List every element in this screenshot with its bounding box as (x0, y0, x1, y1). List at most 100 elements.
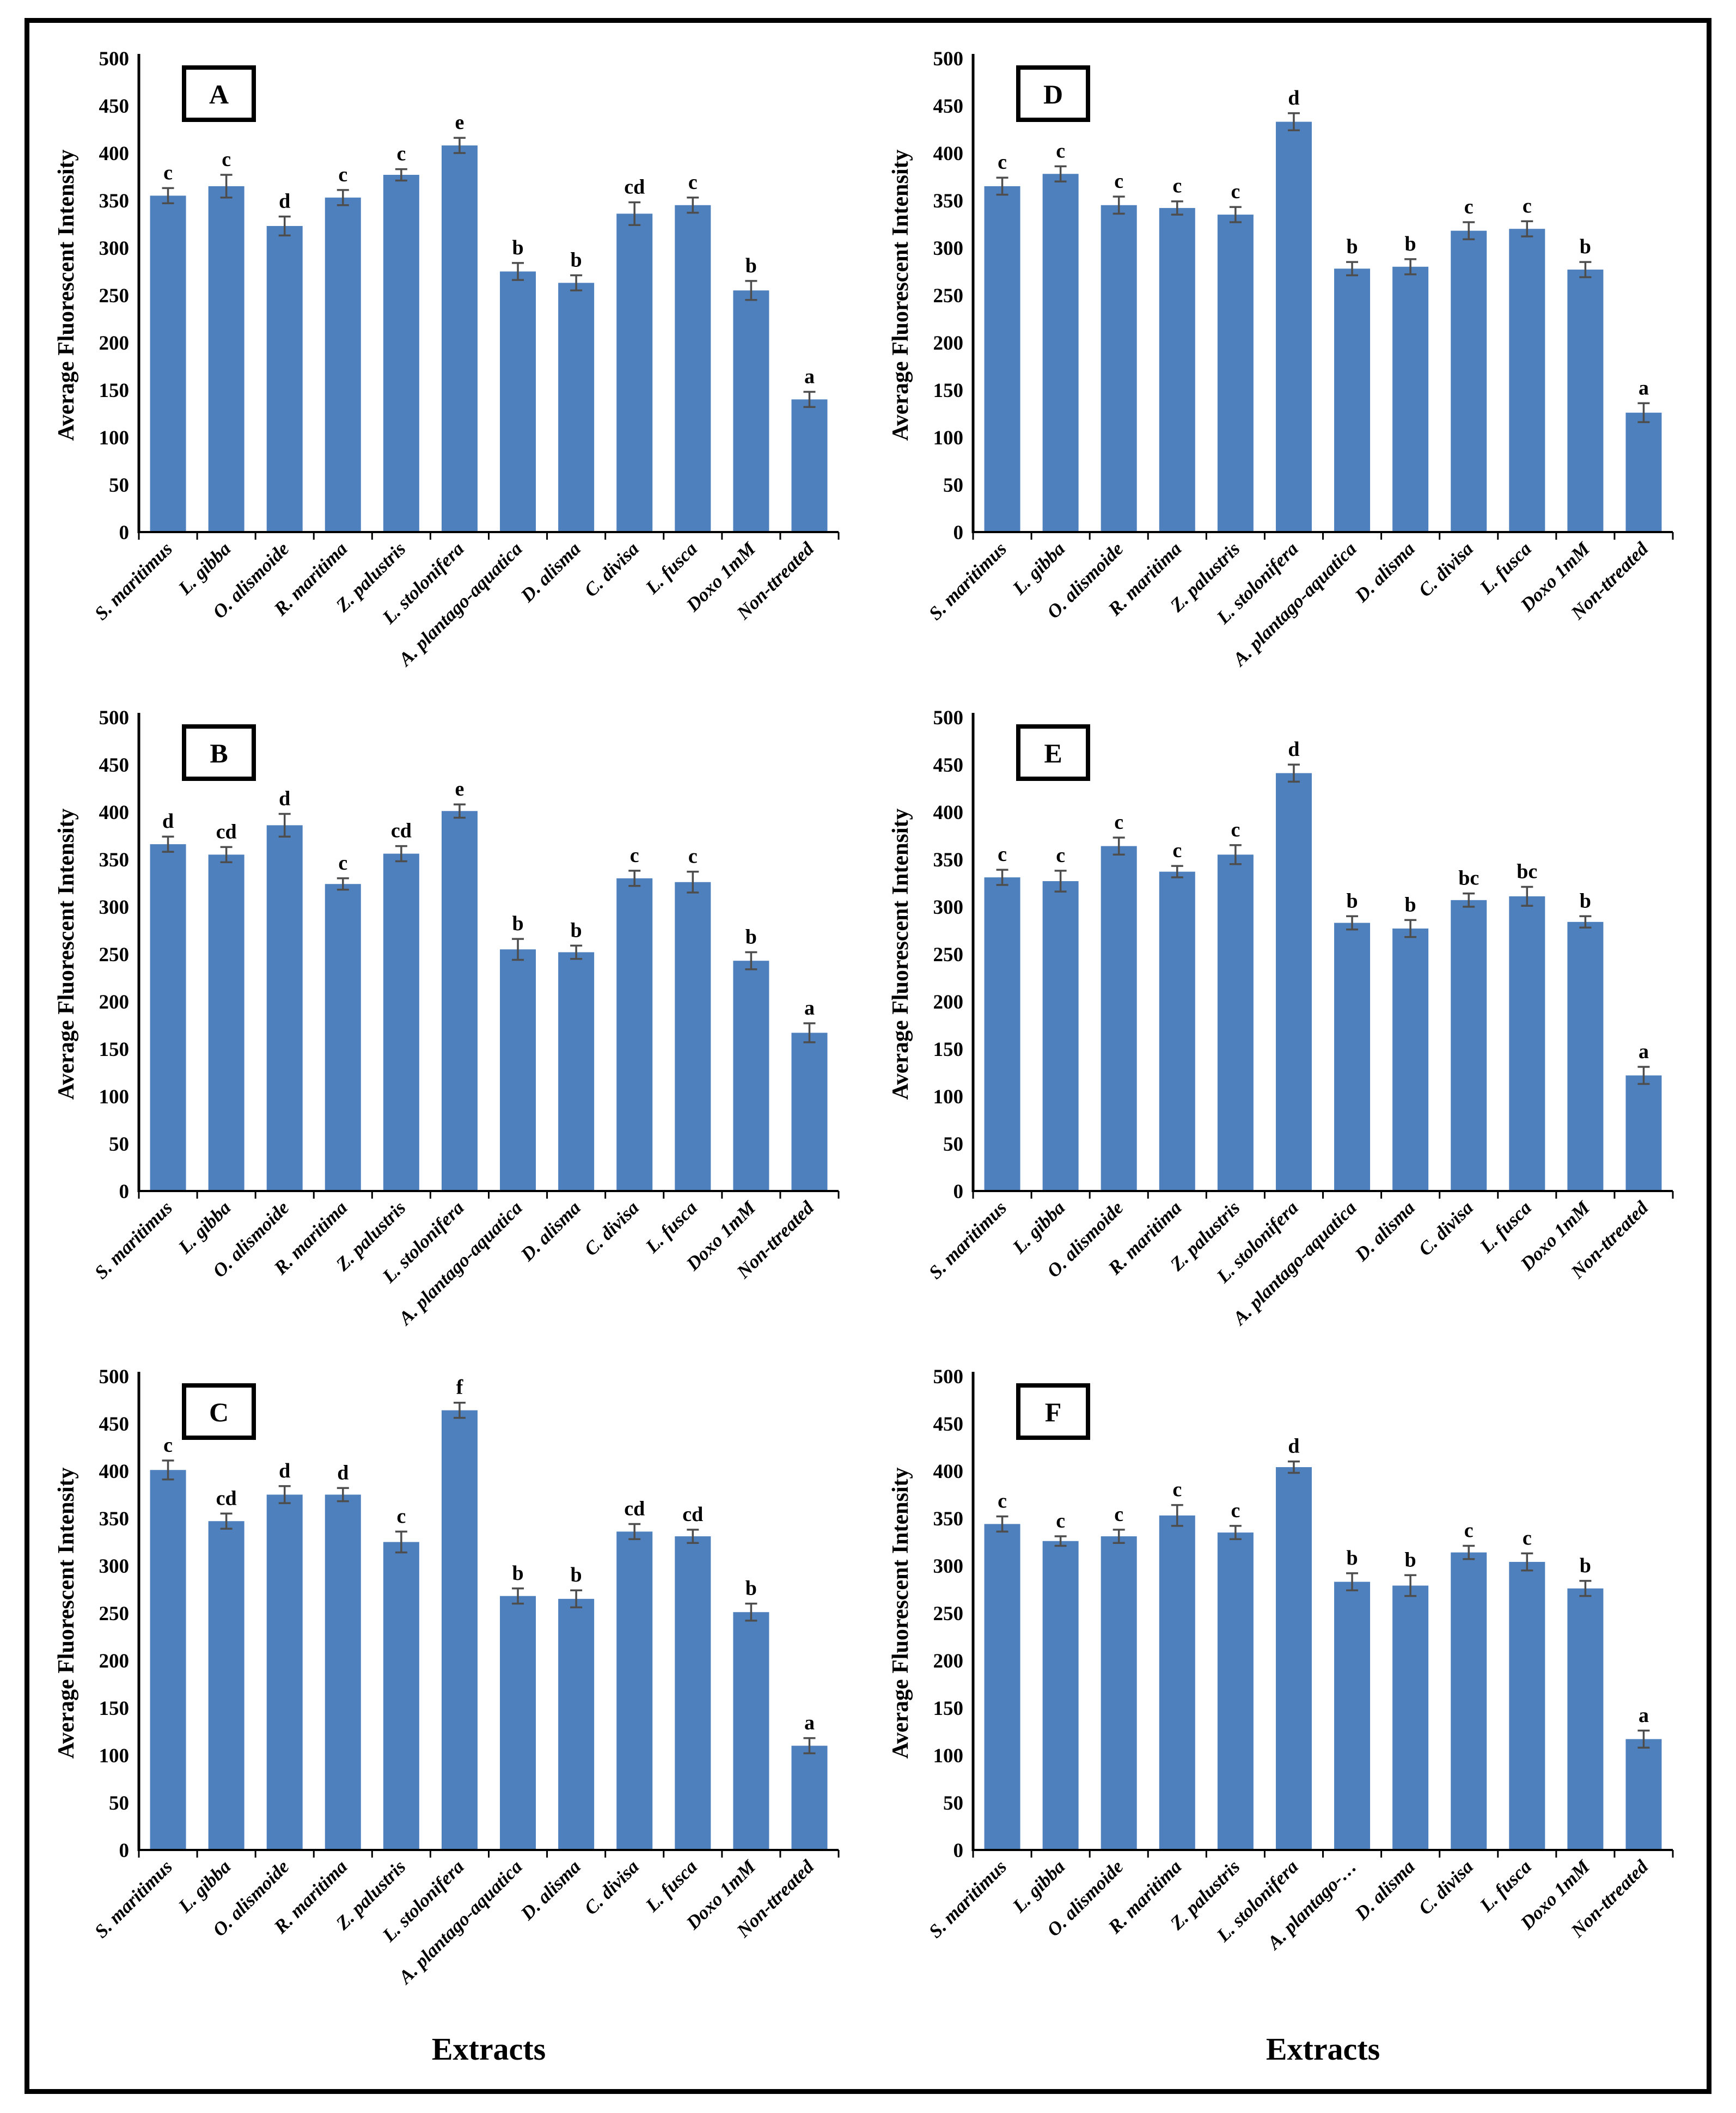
x-tick-label: D. alisma (1350, 1856, 1419, 1925)
bar (266, 825, 303, 1191)
bar (675, 882, 711, 1191)
y-axis-title: Average Fluorescent Intensity (54, 149, 79, 441)
bar (1392, 266, 1429, 532)
x-tick-label: S. maritimus (925, 1856, 1011, 1942)
significance-letter: c (1231, 819, 1240, 841)
y-tick-label: 300 (933, 896, 964, 919)
bar (441, 1410, 478, 1850)
panel-label-box (182, 724, 256, 781)
bar (1567, 921, 1604, 1191)
y-tick-label: 0 (953, 1840, 964, 1862)
bar (1334, 1581, 1371, 1850)
y-tick-label: 350 (933, 190, 964, 212)
y-tick-label: 0 (119, 1840, 130, 1862)
y-tick-label: 300 (99, 237, 130, 260)
significance-letter: e (455, 778, 464, 801)
x-tick-label: D. alisma (516, 538, 585, 607)
significance-letter: a (804, 1712, 815, 1735)
y-tick-label: 100 (933, 1086, 964, 1108)
y-tick-label: 250 (99, 1603, 130, 1625)
significance-letter: b (1405, 233, 1416, 255)
y-tick-label: 500 (99, 707, 130, 729)
bar (733, 961, 769, 1191)
significance-letter: d (1288, 1435, 1299, 1458)
x-tick-label: C. divisa (1414, 1856, 1477, 1919)
bar (383, 1542, 419, 1850)
significance-letter: a (804, 365, 815, 388)
significance-letter: d (279, 190, 290, 213)
significance-letter: cd (216, 1487, 237, 1510)
significance-letter: d (279, 1459, 290, 1482)
x-axis-title: Extracts (1266, 2031, 1380, 2067)
y-tick-label: 300 (933, 237, 964, 260)
y-tick-label: 150 (99, 380, 130, 402)
bar (558, 1598, 595, 1850)
y-tick-label: 300 (933, 1555, 964, 1578)
bar (1042, 174, 1079, 532)
y-tick-label: 100 (933, 427, 964, 449)
bar (441, 145, 478, 532)
significance-letter: b (1346, 1547, 1358, 1570)
y-tick-label: 50 (943, 474, 963, 497)
significance-letter: b (512, 236, 523, 259)
bar (208, 1521, 244, 1850)
y-tick-label: 250 (99, 285, 130, 307)
bar (1451, 1552, 1487, 1850)
bar (1509, 1562, 1545, 1850)
bar (208, 854, 244, 1191)
bar (383, 853, 419, 1191)
y-tick-label: 300 (99, 896, 130, 919)
bar (325, 1494, 361, 1850)
x-tick-label: D. alisma (516, 1197, 585, 1266)
significance-letter: d (1288, 738, 1299, 761)
bar (675, 1536, 711, 1850)
bar (1101, 846, 1137, 1191)
significance-letter: c (1523, 194, 1532, 217)
significance-letter: d (1288, 87, 1299, 109)
significance-letter: a (1639, 1040, 1649, 1063)
bar (1567, 1588, 1604, 1850)
y-tick-label: 150 (933, 380, 964, 402)
figure-frame: c S. maritimus c L. gibba d O. alismoide c R. m… (25, 18, 1711, 2094)
significance-letter: b (571, 919, 582, 942)
significance-letter: c (338, 163, 347, 186)
panel-label: B (210, 738, 228, 768)
bar (266, 1494, 303, 1850)
significance-letter: cd (624, 175, 645, 198)
bar (1101, 1536, 1137, 1850)
bar (1217, 1532, 1254, 1850)
x-tick-label: S. maritimus (90, 1856, 176, 1942)
x-tick-label: C. divisa (580, 1856, 643, 1919)
y-tick-label: 500 (933, 707, 964, 729)
bar (266, 225, 303, 533)
x-tick-label: S. maritimus (925, 1197, 1011, 1283)
significance-letter: c (1056, 139, 1065, 162)
significance-letter: b (745, 1577, 757, 1600)
y-tick-label: 200 (99, 991, 130, 1013)
significance-letter: a (1639, 376, 1649, 399)
significance-letter: c (1056, 1510, 1065, 1532)
significance-letter: b (1346, 889, 1358, 912)
bar (1451, 230, 1487, 532)
y-tick-label: 450 (99, 1413, 130, 1436)
bar (675, 205, 711, 532)
significance-letter: cd (391, 820, 412, 842)
y-tick-label: 250 (933, 944, 964, 966)
significance-letter: f (456, 1376, 464, 1399)
panel-label-box (1016, 65, 1090, 122)
y-tick-label: 50 (109, 1792, 129, 1815)
significance-letter: bc (1458, 867, 1479, 890)
bar (1392, 1585, 1429, 1850)
panel-label-box (182, 65, 256, 122)
bar (500, 1596, 536, 1850)
bar (1625, 1739, 1662, 1850)
bar (1509, 229, 1545, 532)
bar (1217, 854, 1254, 1191)
x-tick-label: C. divisa (580, 1197, 643, 1260)
y-tick-label: 450 (933, 754, 964, 777)
y-tick-label: 200 (99, 1650, 130, 1672)
bar (984, 1524, 1020, 1850)
significance-letter: b (1580, 889, 1591, 912)
